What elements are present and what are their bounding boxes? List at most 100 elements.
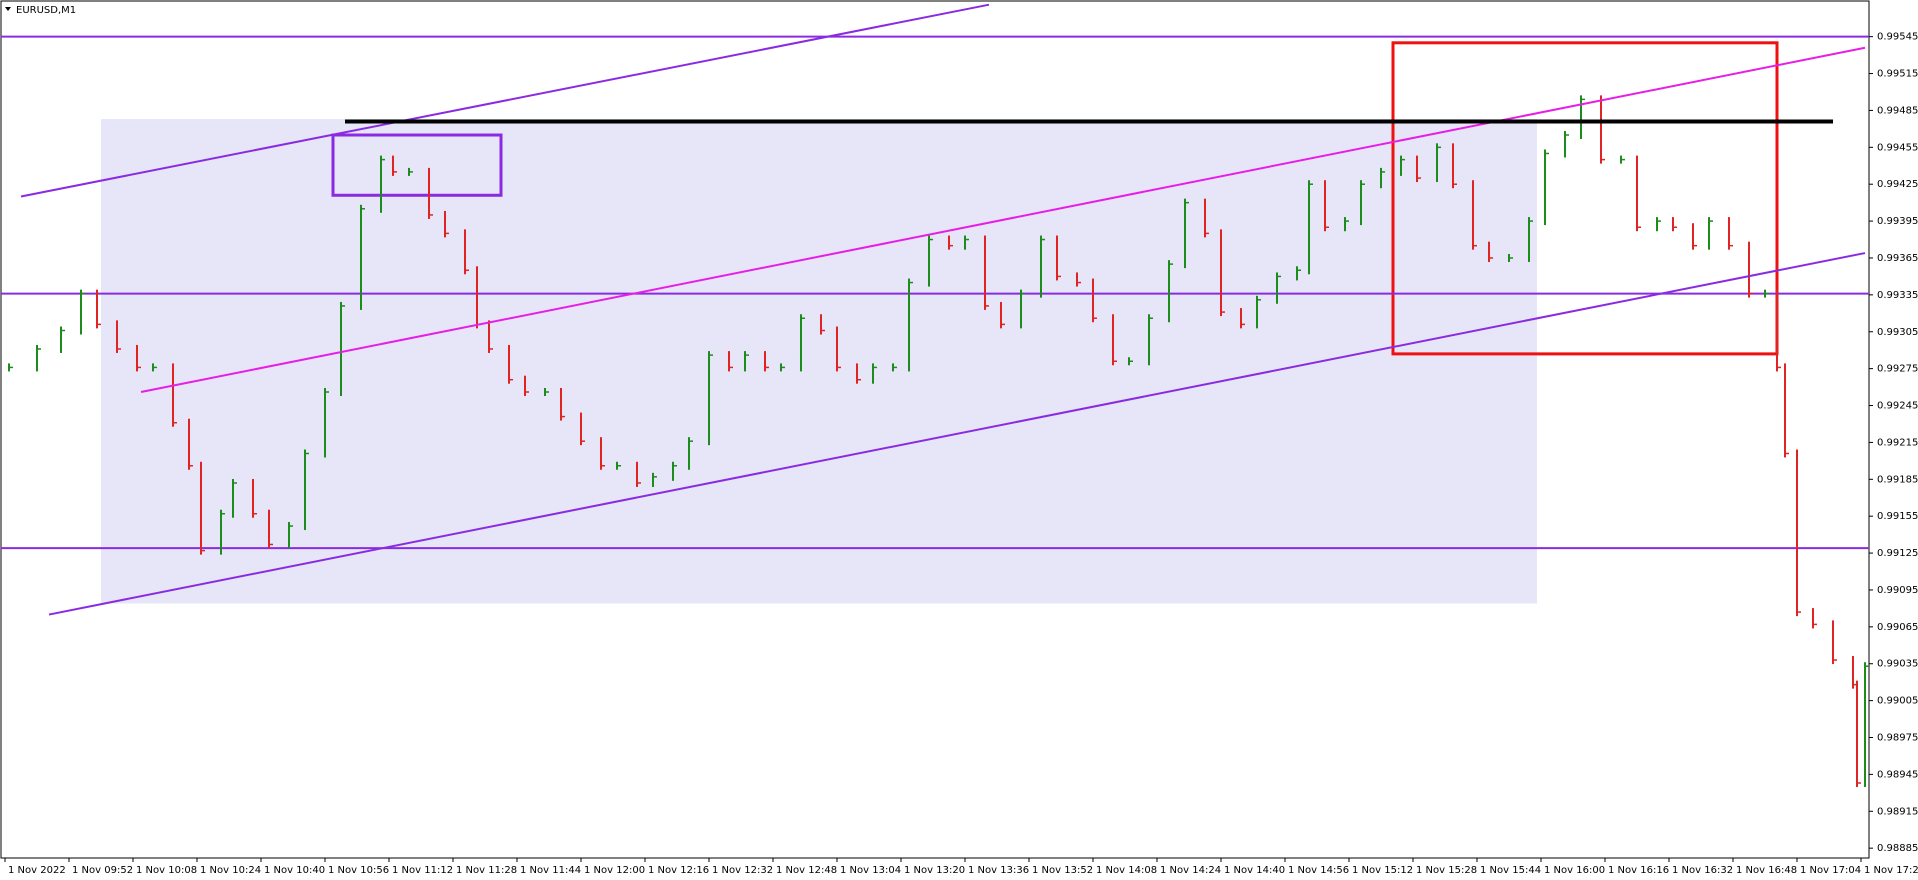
- x-tick-label: 1 Nov 12:16: [648, 865, 709, 876]
- price-bar: [1220, 229, 1225, 317]
- menu-arrow[interactable]: [5, 7, 11, 11]
- y-tick-label: 0.98915: [1877, 806, 1918, 817]
- y-tick-label: 0.99035: [1877, 659, 1918, 670]
- price-bar: [616, 461, 621, 470]
- trendline: [20, 3, 990, 198]
- x-tick-label: 1 Nov 14:24: [1160, 865, 1221, 876]
- price-bar: [1308, 180, 1313, 275]
- price-bar: [1296, 266, 1301, 281]
- price-bar: [220, 509, 225, 555]
- x-tick-label: 1 Nov 16:16: [1608, 865, 1669, 876]
- price-bar: [1776, 289, 1781, 372]
- price-bar: [1148, 314, 1153, 366]
- x-tick-label: 1 Nov 14:08: [1096, 865, 1157, 876]
- price-bar: [820, 314, 825, 335]
- price-bar: [136, 344, 141, 372]
- price-bar: [380, 155, 385, 213]
- price-bar: [1796, 449, 1801, 617]
- price-bar: [1452, 143, 1457, 189]
- price-bar: [1784, 363, 1789, 458]
- price-bar: [1324, 180, 1329, 232]
- price-bar: [8, 363, 13, 372]
- price-bar: [1040, 235, 1045, 298]
- y-tick-label: 0.98975: [1877, 733, 1918, 744]
- price-bar: [1544, 149, 1549, 226]
- price-bar: [288, 522, 293, 549]
- price-bar: [360, 204, 365, 310]
- price-bar: [1600, 95, 1605, 164]
- price-bar: [188, 418, 193, 470]
- x-tick-label: 1 Nov 13:04: [840, 865, 901, 876]
- price-bar: [252, 478, 257, 518]
- price-bar: [800, 314, 805, 372]
- x-tick-label: 1 Nov 13:20: [904, 865, 965, 876]
- price-bar: [444, 210, 449, 238]
- rectangle-object: [331, 133, 503, 197]
- price-bar: [928, 235, 933, 287]
- price-bar: [1488, 241, 1493, 262]
- y-tick-label: 0.99125: [1877, 548, 1918, 559]
- y-tick-label: 0.99155: [1877, 511, 1918, 522]
- x-tick-label: 1 Nov 16:00: [1544, 865, 1605, 876]
- price-bar: [1128, 357, 1133, 366]
- price-bar: [1692, 223, 1697, 250]
- price-bar: [984, 235, 989, 310]
- y-tick-label: 0.99245: [1877, 401, 1918, 412]
- price-bar: [1092, 278, 1097, 323]
- price-bar: [36, 344, 41, 372]
- y-tick-label: 0.99005: [1877, 696, 1918, 707]
- y-tick-label: 0.99335: [1877, 290, 1918, 301]
- price-bar: [836, 326, 841, 372]
- x-tick-label: 1 Nov 12:32: [712, 865, 773, 876]
- price-bar: [948, 235, 953, 250]
- x-tick-label: 1 Nov 16:48: [1736, 865, 1797, 876]
- x-tick-label: 1 Nov 17:20: [1864, 865, 1918, 876]
- price-bar: [560, 387, 565, 421]
- price-bar: [464, 229, 469, 275]
- price-bar: [1636, 155, 1641, 232]
- price-bar: [340, 301, 345, 396]
- price-bar: [1416, 155, 1421, 183]
- chart-title: EURUSD,M1: [16, 5, 76, 16]
- rectangle-object: [1391, 41, 1779, 356]
- price-bar: [1056, 235, 1061, 281]
- price-bar: [1832, 620, 1837, 665]
- x-tick-label: 1 Nov 10:40: [264, 865, 325, 876]
- plot-layer: [1, 3, 1869, 787]
- price-bar: [1000, 301, 1005, 329]
- price-bar: [392, 155, 397, 176]
- price-bar: [1620, 155, 1625, 164]
- price-bar: [1508, 253, 1513, 262]
- y-tick-label: 0.99095: [1877, 585, 1918, 596]
- price-bar: [488, 320, 493, 353]
- x-tick-label: 1 Nov 12:48: [776, 865, 837, 876]
- y-tick-label: 0.99305: [1877, 327, 1918, 338]
- x-tick-label: 1 Nov 14:40: [1224, 865, 1285, 876]
- x-tick-label: 1 Nov 11:12: [392, 865, 453, 876]
- price-bar: [1580, 95, 1585, 140]
- y-tick-label: 0.99185: [1877, 474, 1918, 485]
- x-tick-label: 1 Nov 15:28: [1416, 865, 1477, 876]
- y-tick-label: 0.99065: [1877, 622, 1918, 633]
- price-bar: [152, 363, 157, 372]
- y-tick-label: 0.99365: [1877, 253, 1918, 264]
- price-bar: [1380, 167, 1385, 189]
- trendline: [140, 46, 1866, 393]
- price-bar: [1708, 217, 1713, 250]
- price-bar: [1112, 314, 1117, 366]
- price-bar: [908, 278, 913, 372]
- price-bar: [60, 326, 65, 353]
- price-bar: [1256, 295, 1261, 329]
- price-bar: [1472, 180, 1477, 250]
- price-bar: [96, 289, 101, 329]
- price-bar: [780, 363, 785, 372]
- y-tick-label: 0.99425: [1877, 179, 1918, 190]
- x-tick-label: 1 Nov 14:56: [1288, 865, 1349, 876]
- price-bar: [728, 351, 733, 372]
- x-tick-label: 1 Nov 11:44: [520, 865, 581, 876]
- price-bar: [600, 437, 605, 470]
- x-tick-label: 1 Nov 13:52: [1032, 865, 1093, 876]
- price-bar: [708, 351, 713, 446]
- x-tick-label: 1 Nov 10:56: [328, 865, 389, 876]
